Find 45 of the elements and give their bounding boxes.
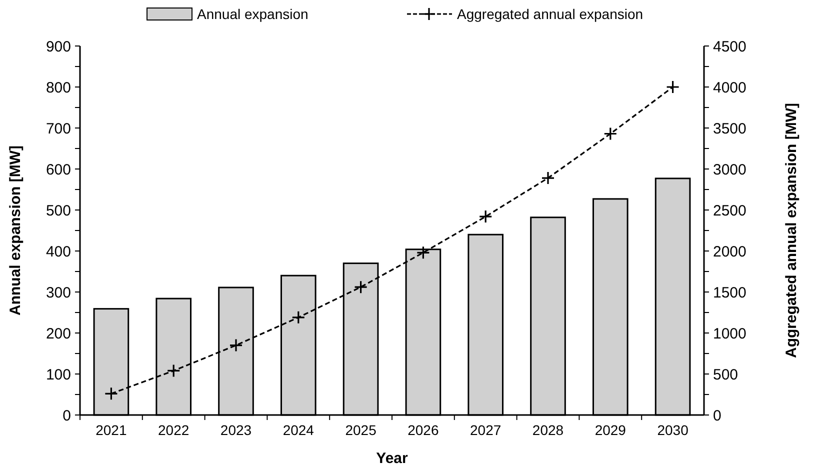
y-tick-label: 0 <box>62 407 71 424</box>
y2-tick-label: 2000 <box>713 243 746 260</box>
y2-axis-title: Aggregated annual expansion [MW] <box>783 102 800 358</box>
y2-tick-label: 1500 <box>713 284 746 302</box>
y-tick-label: 100 <box>46 366 71 384</box>
y-tick-label: 500 <box>46 202 71 220</box>
y-tick-label: 300 <box>46 284 71 302</box>
legend-label: Aggregated annual expansion <box>457 6 644 22</box>
y-axis-title: Annual expansion [MW] <box>7 146 24 316</box>
y2-tick-label: 4500 <box>713 38 746 56</box>
point <box>541 171 555 185</box>
x-tick-label: 2026 <box>408 422 439 438</box>
point <box>416 246 430 260</box>
x-tick-label: 2030 <box>657 422 689 438</box>
x-axis-title: Year <box>376 450 408 467</box>
x-tick-label: 2023 <box>220 422 252 438</box>
y2-tick-label: 3000 <box>713 161 746 178</box>
point <box>292 310 306 324</box>
x-tick-label: 2024 <box>282 422 314 438</box>
x-tick-label: 2028 <box>532 422 564 438</box>
y2-tick-label: 0 <box>713 407 722 424</box>
point <box>229 338 243 352</box>
y-tick-label: 400 <box>46 243 71 260</box>
x-tick-label: 2029 <box>594 422 626 438</box>
x-tick-label: 2027 <box>470 422 502 438</box>
legend-label: Annual expansion <box>197 6 308 22</box>
y2-tick-label: 2500 <box>713 202 746 220</box>
point <box>666 80 680 94</box>
y-tick-label: 200 <box>46 325 71 342</box>
y2-tick-label: 4000 <box>713 79 746 96</box>
point <box>104 386 118 400</box>
x-tick-label: 2021 <box>96 422 127 438</box>
x-tick-label: 2022 <box>158 422 190 438</box>
point <box>354 280 368 294</box>
y-tick-label: 600 <box>46 161 71 178</box>
point <box>604 126 618 141</box>
point <box>166 364 180 378</box>
y-tick-label: 900 <box>46 38 71 56</box>
y2-tick-label: 1000 <box>713 325 746 342</box>
y2-tick-label: 500 <box>713 366 738 384</box>
y-tick-label: 800 <box>46 79 71 96</box>
y2-tick-label: 3500 <box>713 120 746 138</box>
y-tick-label: 700 <box>46 120 71 138</box>
x-tick-label: 2025 <box>345 422 377 438</box>
point <box>478 210 492 224</box>
